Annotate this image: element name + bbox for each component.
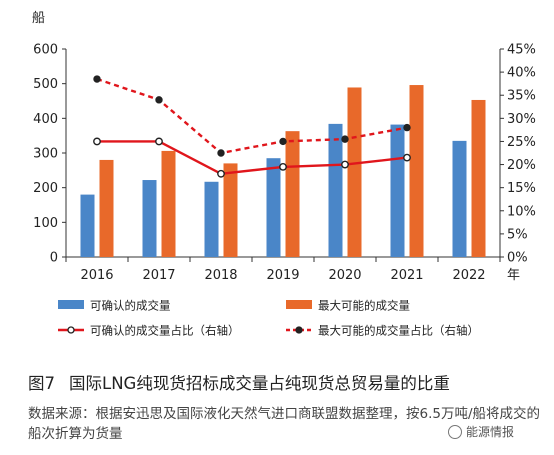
x-tick-label: 2018 (204, 268, 237, 283)
y-right-tick-label: 45% (507, 43, 536, 58)
figure-caption: 图7 国际LNG纯现货招标成交量占纯现货总贸易量的比重 (28, 370, 450, 394)
y-left-tick-label: 0 (50, 251, 58, 266)
source-note: 数据来源：根据安迅思及国际液化天然气进口商联盟数据整理，按6.5万吨/船将成交的… (28, 406, 541, 442)
bar-confirmed (80, 194, 95, 257)
line-confirmed-share (97, 140, 408, 176)
bar-confirmed (266, 158, 281, 257)
line-max-possible-share (96, 77, 408, 155)
point-confirmed-share (403, 153, 411, 162)
legend-label: 可确认的成交量 (90, 299, 171, 313)
point-max-possible-share (93, 75, 101, 83)
point-max-possible-share (217, 149, 225, 157)
y-right-tick-label: 25% (507, 135, 536, 150)
bar-max-possible (161, 150, 176, 257)
y-right-tick-label: 15% (507, 181, 536, 196)
chart-labels: 0 100 200 300 400 500 600 0% 5% 10% 15% 20% 25% 30% 35… (32, 11, 536, 283)
point-confirmed-share (155, 137, 163, 146)
legend-label: 最大可能的成交量 (318, 299, 410, 313)
x-tick-label: 2017 (142, 268, 175, 283)
watermark-text: 能源情报 (466, 425, 515, 439)
bar-confirmed (328, 123, 343, 257)
bar-confirmed (390, 124, 405, 257)
x-tick-label: 2020 (328, 268, 361, 283)
x-tick-label: 2016 (80, 268, 113, 283)
chart-axes (62, 48, 504, 262)
y-right-tick-label: 35% (507, 89, 536, 104)
legend-marker (295, 326, 303, 334)
point-max-possible-share (403, 123, 411, 132)
bar-confirmed (142, 180, 157, 257)
bar-max-possible (409, 85, 424, 257)
y-right-tick-label: 5% (507, 227, 528, 242)
bar-confirmed (204, 181, 219, 257)
y-left-tick-label: 600 (33, 43, 58, 58)
bar-max-possible (99, 159, 114, 257)
chart-lines (93, 75, 411, 178)
y-left-tick-label: 300 (33, 147, 58, 162)
y-right-tick-label: 40% (507, 66, 536, 81)
bar-max-possible (471, 99, 486, 258)
figure-title: 国际LNG纯现货招标成交量占纯现货总贸易量的比重 (69, 374, 450, 393)
y-right-tick-label: 20% (507, 158, 536, 173)
point-max-possible-share (279, 137, 287, 146)
x-tick-label: 2021 (390, 268, 423, 283)
point-max-possible-share (155, 96, 163, 104)
legend-label: 最大可能的成交量占比（右轴） (318, 324, 479, 338)
bar-max-possible (223, 163, 238, 257)
combo-chart: 0 100 200 300 400 500 600 0% 5% 10% 15% 20% 25% 30% 35… (32, 11, 536, 338)
y-left-tick-label: 400 (33, 112, 58, 127)
point-confirmed-share (93, 137, 101, 146)
point-confirmed-share (279, 162, 287, 171)
x-unit-label: 年 (507, 268, 520, 283)
y-left-tick-label: 100 (33, 216, 58, 231)
figure-number: 图7 (28, 374, 55, 393)
point-max-possible-share (341, 135, 349, 143)
x-tick-label: 2022 (452, 268, 485, 283)
chart-bars (80, 85, 486, 258)
point-confirmed-share (341, 160, 349, 169)
bar-max-possible (285, 131, 300, 257)
wechat-icon (448, 424, 462, 439)
legend-marker (67, 326, 75, 334)
watermark: 能源情报 (446, 423, 517, 440)
y-right-tick-label: 10% (507, 204, 536, 219)
x-tick-label: 2019 (266, 268, 299, 283)
y-right-tick-label: 0% (507, 251, 528, 266)
y-left-axis-label: 船 (32, 11, 45, 26)
bar-confirmed (452, 140, 467, 257)
y-left-tick-label: 500 (33, 77, 58, 92)
legend-swatch (286, 300, 312, 309)
y-left-tick-label: 200 (33, 181, 58, 196)
bar-max-possible (347, 87, 362, 257)
point-confirmed-share (217, 169, 225, 178)
legend-swatch (58, 300, 84, 309)
y-right-tick-label: 30% (507, 112, 536, 127)
legend-label: 可确认的成交量占比（右轴） (90, 324, 240, 338)
